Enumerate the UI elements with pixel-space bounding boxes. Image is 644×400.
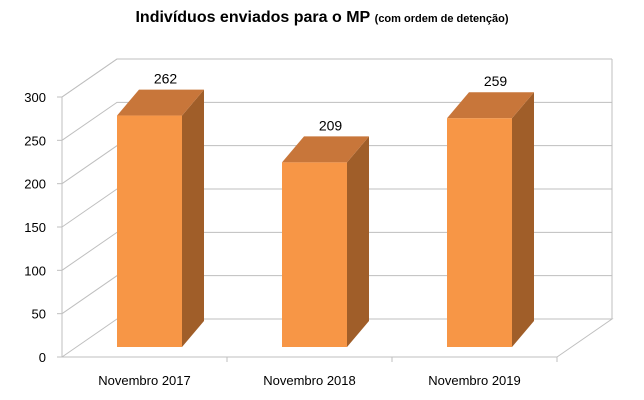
- x-tick-label: Novembro 2017: [98, 373, 191, 388]
- y-tick-label: 250: [24, 133, 46, 148]
- data-label: 262: [154, 71, 178, 87]
- y-tick-label: 100: [24, 263, 46, 278]
- bar-top: [117, 89, 204, 116]
- x-tick-label: Novembro 2019: [428, 373, 521, 388]
- bars: [117, 89, 534, 348]
- bar: [117, 115, 182, 347]
- bar-side: [182, 89, 204, 348]
- chart-title: Indivíduos enviados para o MP (com ordem…: [0, 9, 644, 27]
- y-tick-label: 300: [24, 90, 46, 105]
- gridline: [61, 101, 612, 141]
- bar-top: [282, 136, 369, 163]
- bar: [282, 162, 347, 347]
- labels: 0 50 100 150 200 250 300 262 Novembro 2017 209 Nov…: [24, 71, 520, 388]
- bar: [447, 118, 512, 347]
- x-tick-label: Novembro 2018: [263, 373, 356, 388]
- data-label: 209: [319, 117, 343, 133]
- bar-top: [447, 92, 534, 119]
- data-label: 259: [484, 73, 508, 89]
- y-tick-label: 150: [24, 220, 46, 235]
- bar-side: [347, 136, 369, 347]
- bar-side: [512, 92, 534, 347]
- gridline: [61, 58, 612, 98]
- y-tick-label: 50: [32, 307, 46, 322]
- chart-title-subtitle: (com ordem de detenção): [374, 13, 509, 25]
- y-tick-label: 200: [24, 177, 46, 192]
- y-tick-label: 0: [39, 350, 46, 365]
- chart-title-main: Indivíduos enviados para o MP: [135, 9, 371, 26]
